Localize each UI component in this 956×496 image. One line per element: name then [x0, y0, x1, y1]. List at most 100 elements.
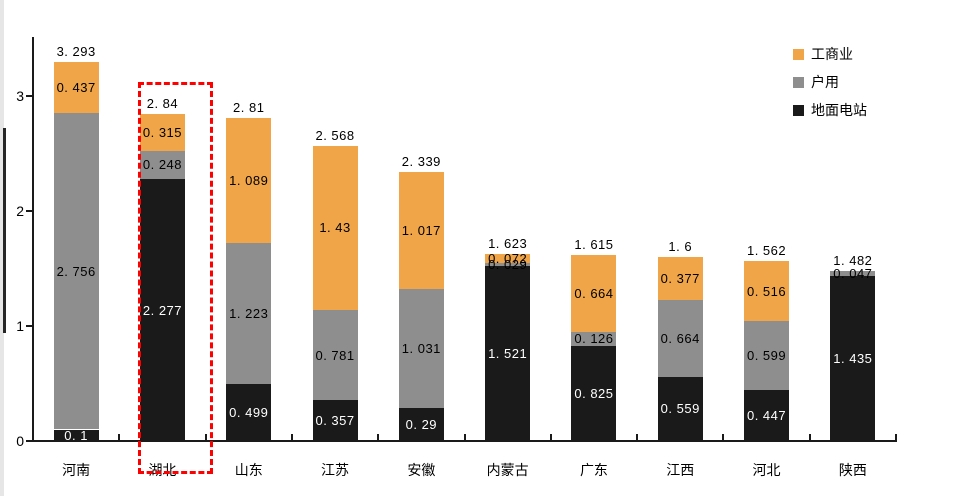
- x-axis-tick: [377, 434, 380, 440]
- bar-segment-工商业: [226, 117, 272, 243]
- segment-value-label: 0. 029: [488, 256, 528, 272]
- left-edge-artifact: [3, 128, 6, 333]
- bar-segment-工商业: [398, 172, 444, 290]
- segment-value-label: 2. 277: [142, 302, 183, 318]
- bar-segment-地面电站: [398, 407, 444, 441]
- bar-segment-户用: [485, 262, 531, 267]
- segment-value-label: 1. 43: [319, 220, 351, 236]
- legend-swatch-icon: [793, 104, 804, 116]
- x-axis-category-label: 广东: [579, 462, 608, 478]
- x-axis-tick: [808, 434, 811, 440]
- bar-segment-户用: [398, 289, 444, 408]
- bar-segment-户用: [830, 270, 876, 276]
- bar-total-label: 1. 6: [668, 239, 693, 254]
- x-axis-tick: [118, 434, 121, 440]
- bar-total-label: 1. 562: [746, 243, 787, 259]
- x-axis-tick: [204, 434, 207, 440]
- segment-value-label: 0. 1: [64, 427, 88, 443]
- bar-total-label: 1. 482: [833, 252, 873, 268]
- bar-total-label: 1. 615: [574, 237, 614, 253]
- y-axis-line: [32, 37, 34, 442]
- bar-segment-地面电站: [485, 266, 531, 441]
- segment-value-label: 0. 29: [405, 416, 438, 432]
- legend: 工商业 户用 地面电站: [793, 40, 867, 124]
- x-axis-category-label: 江苏: [321, 462, 350, 478]
- x-axis-tick: [722, 434, 725, 440]
- bar-segment-工商业: [485, 254, 531, 263]
- bar-segment-工商业: [312, 145, 358, 311]
- bar-segment-户用: [226, 242, 272, 384]
- bar-segment-户用: [571, 331, 617, 347]
- y-axis-tick-label: 0: [16, 433, 24, 449]
- bar-segment-户用: [312, 310, 358, 400]
- segment-value-label: 1. 017: [401, 223, 441, 239]
- y-axis-tick: [26, 210, 32, 212]
- x-axis-category-label: 安徽: [407, 462, 436, 478]
- segment-value-label: 0. 559: [660, 401, 700, 417]
- segment-value-label: 0. 599: [746, 347, 787, 363]
- bar-segment-地面电站: [139, 179, 185, 441]
- legend-swatch-icon: [793, 48, 804, 60]
- x-axis-tick: [290, 434, 293, 440]
- x-axis-category-label: 湖北: [148, 462, 177, 478]
- y-axis-tick: [26, 440, 32, 442]
- bar-segment-地面电站: [312, 399, 358, 441]
- segment-value-label: 0. 377: [660, 271, 700, 287]
- x-axis-tick: [636, 434, 639, 440]
- legend-item: 工商业: [793, 40, 867, 68]
- segment-value-label: 0. 047: [833, 265, 873, 281]
- bar-total-label: 2. 568: [315, 127, 355, 143]
- bar-segment-地面电站: [53, 429, 99, 441]
- left-edge-strip: [0, 0, 4, 496]
- segment-value-label: 0. 499: [229, 404, 269, 420]
- bar-total-label: 2. 339: [401, 154, 441, 169]
- legend-label: 地面电站: [811, 102, 867, 118]
- bar-segment-地面电站: [744, 389, 790, 441]
- bar-segment-地面电站: [657, 376, 703, 441]
- segment-value-label: 1. 521: [488, 346, 528, 362]
- x-axis-tick: [463, 434, 466, 440]
- segment-value-label: 0. 781: [315, 347, 355, 363]
- bar-segment-工商业: [53, 62, 99, 113]
- bar-segment-地面电站: [830, 275, 876, 441]
- segment-value-label: 0. 516: [746, 283, 787, 299]
- y-axis-tick-label: 2: [16, 203, 24, 219]
- segment-value-label: 1. 089: [229, 172, 269, 188]
- legend-label: 户用: [811, 74, 839, 90]
- bar-segment-地面电站: [571, 346, 617, 441]
- x-axis-tick: [549, 434, 552, 440]
- segment-value-label: 0. 664: [574, 285, 614, 301]
- segment-value-label: 1. 031: [401, 340, 441, 356]
- bar-total-label: 2. 84: [146, 96, 179, 112]
- x-axis-category-label: 山东: [234, 462, 263, 478]
- segment-value-label: 0. 072: [488, 251, 528, 267]
- hubei-highlight-box: [138, 82, 213, 474]
- segment-value-label: 0. 825: [574, 386, 614, 402]
- x-axis-category-label: 河北: [752, 462, 781, 478]
- legend-label: 工商业: [811, 46, 853, 62]
- x-axis-tick: [895, 434, 897, 440]
- bar-segment-户用: [657, 300, 703, 377]
- bar-segment-工商业: [744, 261, 790, 321]
- segment-value-label: 0. 357: [315, 412, 355, 428]
- x-axis-line: [32, 440, 897, 442]
- x-axis-category-label: 内蒙古: [486, 462, 529, 478]
- bar-segment-工商业: [139, 114, 185, 151]
- bar-total-label: 1. 623: [488, 236, 528, 252]
- y-axis-tick: [26, 95, 32, 97]
- y-axis-tick-label: 3: [16, 88, 24, 104]
- segment-value-label: 0. 664: [660, 331, 700, 347]
- bar-segment-地面电站: [226, 383, 272, 441]
- segment-value-label: 0. 248: [142, 157, 183, 173]
- bar-total-label: 2. 81: [233, 99, 265, 115]
- segment-value-label: 0. 437: [56, 79, 96, 95]
- y-axis-tick-label: 1: [16, 318, 24, 334]
- x-axis-category-label: 陕西: [838, 462, 867, 478]
- bar-total-label: 3. 293: [56, 44, 96, 60]
- segment-value-label: 0. 447: [746, 407, 787, 423]
- segment-value-label: 2. 756: [56, 263, 96, 279]
- segment-value-label: 0. 315: [142, 125, 183, 140]
- segment-value-label: 0. 126: [574, 331, 614, 347]
- x-axis-category-label: 江西: [666, 462, 695, 478]
